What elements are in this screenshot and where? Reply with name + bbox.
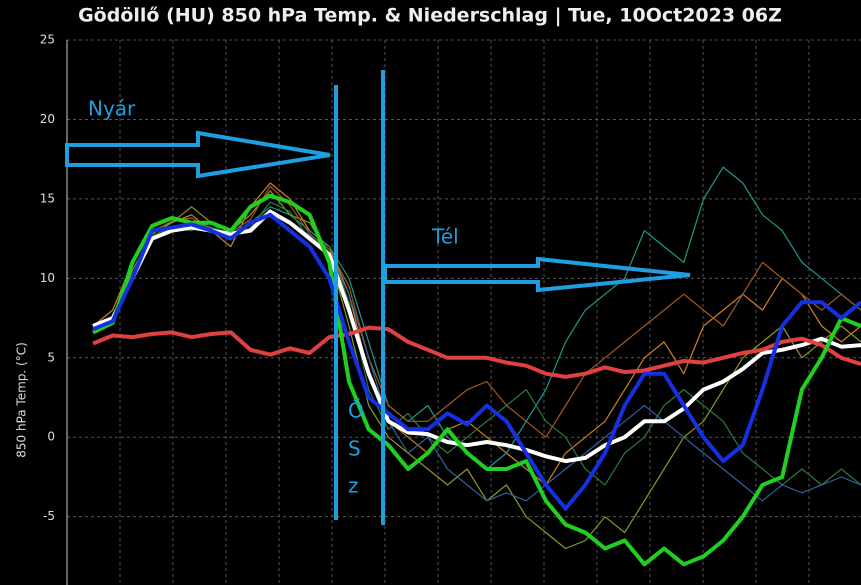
arrow [383,256,691,293]
y-tick-label: 10 [40,271,55,285]
y-axis-label: 850 hPa Temp. (°C) [15,342,29,458]
series-line [92,325,861,379]
series-line [92,209,861,464]
annotation: Nyár [88,97,136,121]
annotation: Tél [431,225,459,249]
annotation: S [348,437,361,461]
arrow [65,130,331,179]
chart-title: Gödöllő (HU) 850 hPa Temp. & Niederschla… [78,5,782,27]
y-tick-label: 25 [40,33,55,47]
series-line [92,193,861,567]
y-tick-label: 0 [47,430,55,444]
y-tick-label: 20 [40,112,55,126]
series-line [92,212,861,511]
annotation: z [348,474,359,498]
annotation-shapes [65,70,691,525]
y-tick-label: -5 [43,509,55,523]
y-tick-label: 5 [47,350,55,364]
annotation: Ő [348,399,364,423]
y-tick-label: 15 [40,191,55,205]
